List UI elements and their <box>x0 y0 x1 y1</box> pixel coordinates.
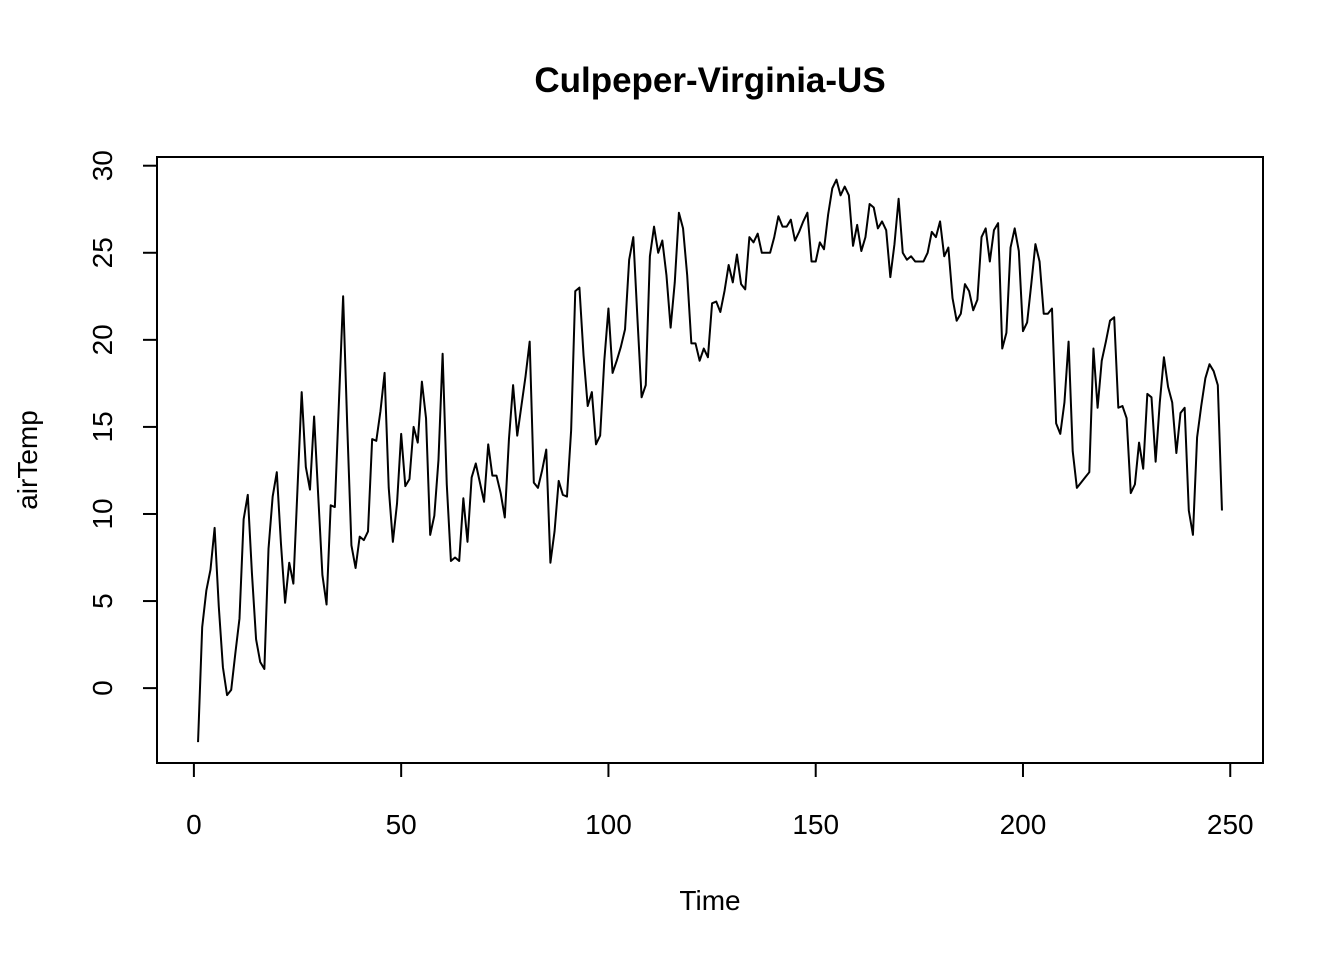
series-line-airtemp <box>197 178 1223 743</box>
chart-title: Culpeper-Virginia-US <box>534 61 885 100</box>
x-tick-label: 200 <box>1000 809 1047 840</box>
y-tick-label: 5 <box>87 593 118 609</box>
y-tick-label: 10 <box>87 498 118 529</box>
x-tick-label: 250 <box>1207 809 1254 840</box>
x-axis-label: Time <box>679 885 740 916</box>
y-tick-label: 30 <box>87 150 118 181</box>
y-tick-label: 15 <box>87 411 118 442</box>
y-axis-label: airTemp <box>12 410 43 510</box>
y-axis: 0 5 10 15 20 25 30 <box>87 150 158 696</box>
x-tick-label: 50 <box>386 809 417 840</box>
y-tick-label: 20 <box>87 324 118 355</box>
x-tick-label: 100 <box>585 809 632 840</box>
y-tick-label: 25 <box>87 237 118 268</box>
x-tick-label: 0 <box>186 809 202 840</box>
y-tick-label: 0 <box>87 680 118 696</box>
x-tick-label: 150 <box>792 809 839 840</box>
plot-frame <box>156 156 1264 764</box>
x-axis: 0 50 100 150 200 250 <box>186 762 1254 840</box>
